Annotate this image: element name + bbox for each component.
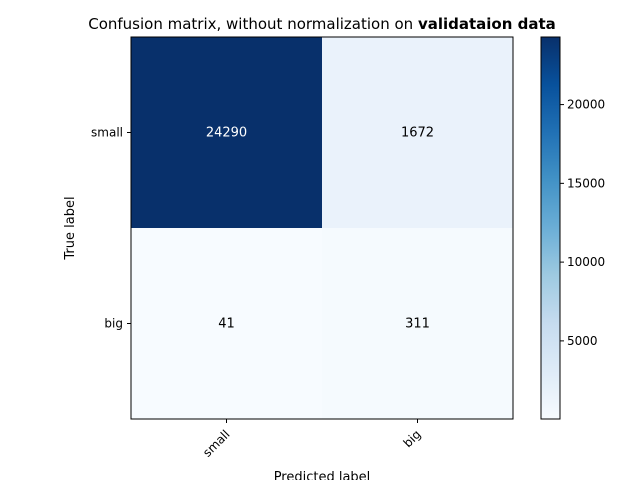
cell-value-label: 41 [218,317,235,332]
colorbar-tick-label: 5000 [567,334,598,348]
x-tick-label: small [200,427,233,460]
colorbar-tick-label: 15000 [567,176,605,190]
heatmap-cell [131,37,322,228]
y-axis-ticks: small big [91,126,131,331]
y-axis-label: True label [63,196,78,260]
colorbar-ticks: 5000 10000 15000 20000 [560,98,605,348]
y-tick-label: small [91,126,123,140]
plot-frame [130,36,514,420]
heatmap-cell [322,37,513,228]
x-tick-label: big [401,427,424,450]
colorbar [540,36,561,420]
heatmap-cell [322,228,513,419]
chart-title-emphasis: validataion data [418,15,556,33]
colorbar-tick-label: 10000 [567,255,605,269]
heatmap-cell-labels: 24290 1672 41 311 [206,126,434,332]
cell-value-label: 311 [405,317,430,332]
cell-value-label: 1672 [401,126,434,141]
x-axis-ticks: small big [200,419,424,460]
chart-title: Confusion matrix, without normalization … [88,15,556,33]
x-axis-label: Predicted label [274,470,371,480]
heatmap-cells [131,37,513,419]
colorbar-tick-label: 20000 [567,98,605,112]
cell-value-label: 24290 [206,126,247,141]
chart-title-main: Confusion matrix, without normalization … [88,15,418,33]
heatmap-cell [131,228,322,419]
y-tick-label: big [104,317,123,331]
